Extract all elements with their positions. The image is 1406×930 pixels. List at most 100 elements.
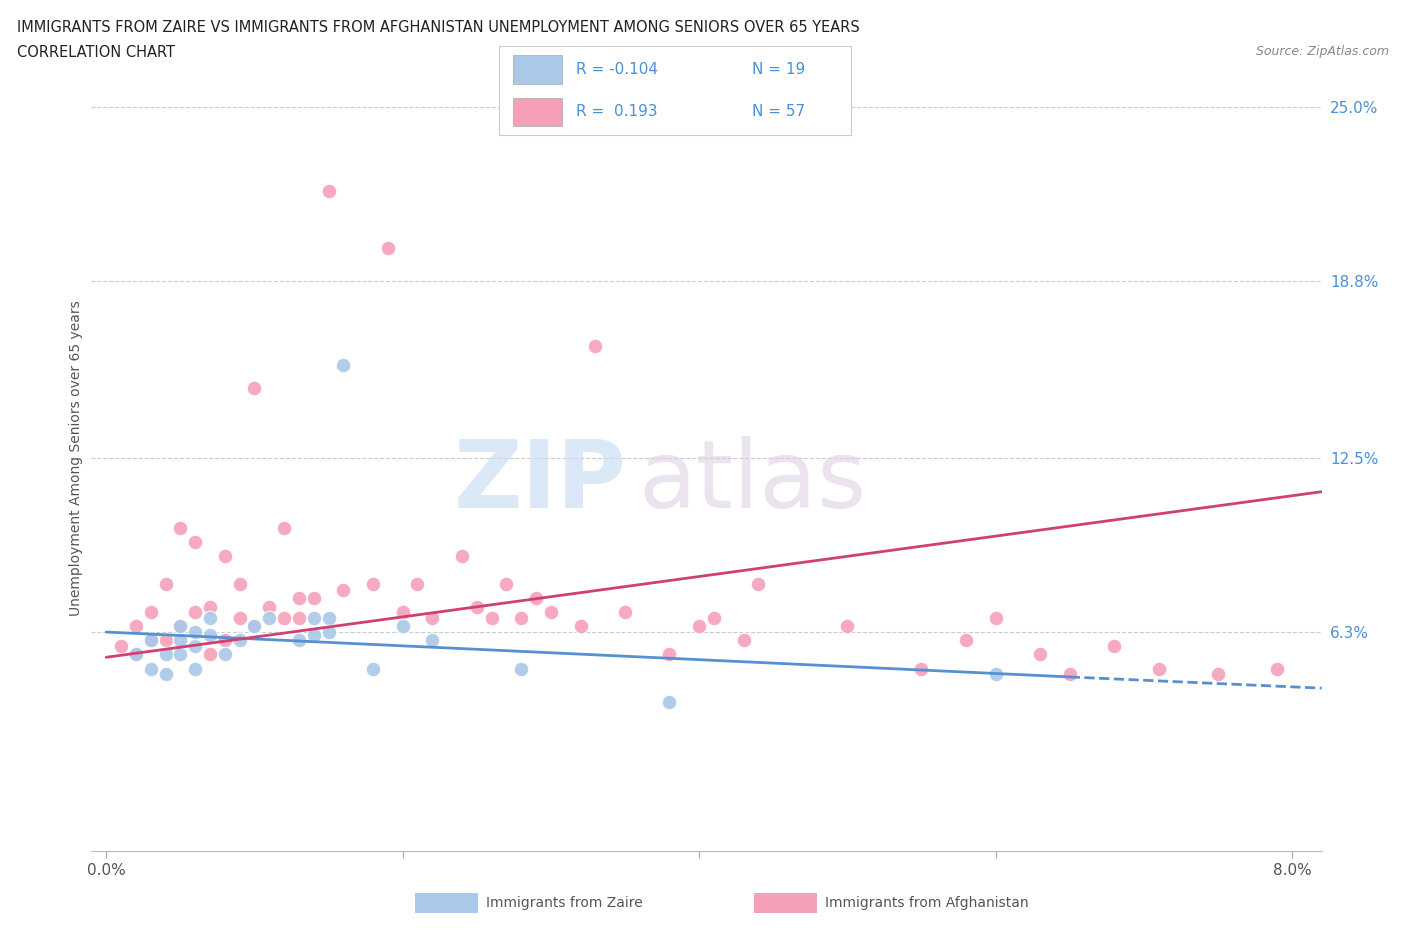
Point [184,639,207,654]
Point [391,604,413,619]
FancyBboxPatch shape [513,56,562,84]
Point [1102,639,1125,654]
Point [228,577,250,591]
Point [302,611,325,626]
Point [318,184,340,199]
Point [465,599,488,614]
Point [1059,667,1081,682]
Point [837,619,859,634]
Point [332,582,354,597]
Point [614,604,637,619]
Point [169,521,191,536]
Point [169,619,191,634]
Point [288,633,311,648]
Point [184,661,207,676]
Point [273,611,295,626]
Point [125,647,148,662]
Text: R = -0.104: R = -0.104 [576,62,658,77]
Point [169,619,191,634]
Point [451,549,474,564]
Point [259,599,281,614]
Text: IMMIGRANTS FROM ZAIRE VS IMMIGRANTS FROM AFGHANISTAN UNEMPLOYMENT AMONG SENIORS : IMMIGRANTS FROM ZAIRE VS IMMIGRANTS FROM… [17,20,859,35]
Point [540,604,562,619]
FancyBboxPatch shape [513,98,562,126]
Point [569,619,592,634]
Point [984,667,1007,682]
Point [169,633,191,648]
Point [361,661,384,676]
Text: R =  0.193: R = 0.193 [576,104,658,119]
Point [243,619,266,634]
Point [688,619,710,634]
Point [318,625,340,640]
Text: N = 19: N = 19 [752,62,806,77]
Text: CORRELATION CHART: CORRELATION CHART [17,45,174,60]
Point [243,619,266,634]
Point [1147,661,1170,676]
Point [184,535,207,550]
Point [658,647,681,662]
Point [583,339,606,353]
Point [243,380,266,395]
Point [139,633,162,648]
Point [420,633,443,648]
Point [910,661,932,676]
Point [125,647,148,662]
Point [155,647,177,662]
Point [169,647,191,662]
Point [184,625,207,640]
Point [955,633,977,648]
Y-axis label: Unemployment Among Seniors over 65 years: Unemployment Among Seniors over 65 years [69,300,83,616]
Point [198,599,221,614]
Point [155,633,177,648]
Point [184,604,207,619]
Point [377,240,399,255]
Point [214,633,236,648]
Point [733,633,755,648]
Text: Immigrants from Afghanistan: Immigrants from Afghanistan [825,896,1029,910]
Point [658,695,681,710]
Point [259,611,281,626]
Point [302,591,325,605]
Point [332,358,354,373]
Point [198,628,221,643]
Point [1265,661,1288,676]
Point [288,591,311,605]
Point [703,611,725,626]
Text: N = 57: N = 57 [752,104,806,119]
Point [420,611,443,626]
Point [747,577,769,591]
Point [228,633,250,648]
Point [214,647,236,662]
Point [391,619,413,634]
Point [125,619,148,634]
Point [139,604,162,619]
Point [510,661,533,676]
Point [139,633,162,648]
Point [155,667,177,682]
Point [495,577,517,591]
Text: atlas: atlas [638,435,868,527]
Point [198,611,221,626]
Point [984,611,1007,626]
Point [406,577,429,591]
Point [481,611,503,626]
Point [318,611,340,626]
Point [228,611,250,626]
Point [510,611,533,626]
Point [214,549,236,564]
Point [155,577,177,591]
Text: ZIP: ZIP [454,435,627,527]
Point [198,647,221,662]
Point [361,577,384,591]
Point [288,611,311,626]
Text: Source: ZipAtlas.com: Source: ZipAtlas.com [1256,45,1389,58]
Point [110,639,132,654]
Point [1029,647,1052,662]
Point [139,661,162,676]
Point [302,628,325,643]
Point [524,591,547,605]
Point [273,521,295,536]
Text: Immigrants from Zaire: Immigrants from Zaire [486,896,643,910]
Point [1206,667,1229,682]
